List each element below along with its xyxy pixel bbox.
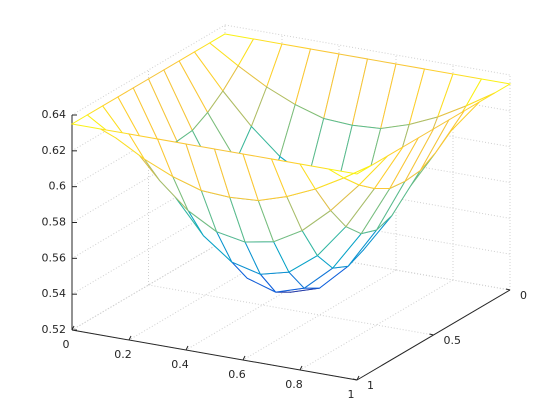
- z-tick-label: 0.56: [42, 251, 67, 264]
- grid-line: [299, 279, 454, 371]
- z-tick-label: 0.54: [42, 287, 67, 300]
- grid-line: [242, 269, 397, 361]
- x-tick: [356, 375, 360, 381]
- x-tick-label: 0: [63, 338, 70, 351]
- grid-line: [71, 239, 226, 331]
- z-tick-label: 0.6: [49, 180, 67, 193]
- x-tick-label: 0.6: [228, 368, 246, 381]
- x-tick-label: 0.8: [285, 378, 303, 391]
- mesh-cell: [328, 164, 373, 179]
- x-tick-label: 1: [348, 388, 355, 401]
- grid-line: [71, 24, 226, 116]
- y-tick-label: 0: [520, 289, 527, 302]
- x-tick: [242, 355, 246, 361]
- grid-line: [128, 249, 283, 341]
- z-tick-label: 0.58: [42, 216, 67, 229]
- x-tick-label: 0.2: [114, 348, 132, 361]
- y-tick-label: 0.5: [444, 334, 462, 347]
- y-tick-label: 1: [367, 379, 374, 392]
- x-axis: [71, 329, 358, 381]
- x-tick: [71, 325, 75, 331]
- z-tick-label: 0.64: [42, 108, 67, 121]
- x-tick: [128, 335, 132, 341]
- grid-line: [71, 239, 226, 331]
- z-tick-label: 0.52: [42, 323, 67, 336]
- y-tick: [505, 288, 511, 291]
- grid-line: [224, 24, 511, 76]
- x-tick: [299, 365, 303, 371]
- grid-line: [148, 284, 434, 336]
- y-tick: [352, 378, 358, 381]
- z-tick-label: 0.62: [42, 144, 67, 157]
- x-tick: [185, 345, 189, 351]
- grid-line: [185, 259, 340, 351]
- x-tick-label: 0.4: [171, 358, 189, 371]
- y-tick: [429, 333, 434, 336]
